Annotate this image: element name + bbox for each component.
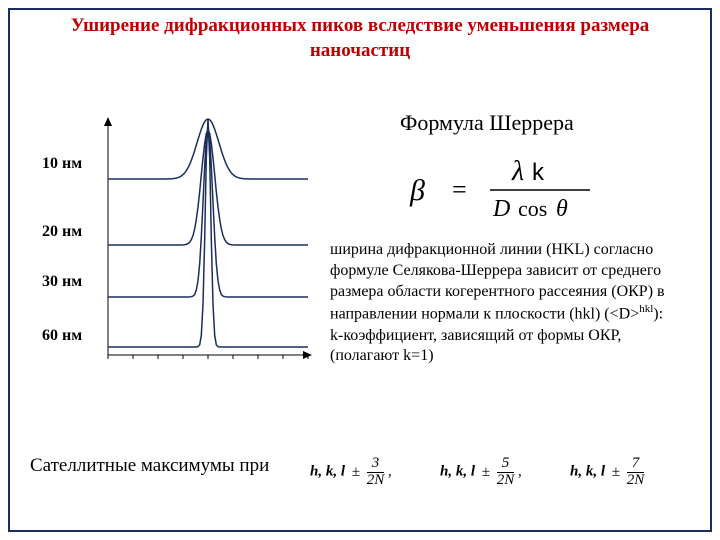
satellite-formulas: h, k, l ± 3 2N , h, k, l ± 5 2N , h, k, …	[310, 448, 710, 498]
scherrer-equation: β = λ k D cos θ	[400, 150, 660, 230]
desc-part1b: ):	[653, 306, 663, 323]
svg-text:β: β	[409, 174, 425, 207]
svg-text:D: D	[492, 196, 510, 222]
term-1: h, k, l ± 3 2N ,	[310, 456, 392, 489]
svg-text:λ: λ	[511, 156, 524, 187]
equation-svg: β = λ k D cos θ	[400, 150, 660, 230]
satellite-label: Сателлитные максимумы при	[30, 455, 269, 477]
desc-part2: k-коэффициент, зависящий от формы ОКР, (…	[330, 327, 621, 365]
formula-heading: Формула Шеррера	[400, 110, 574, 136]
curve-label-30nm: 30 нм	[42, 273, 82, 291]
curve-label-10nm: 10 нм	[42, 155, 82, 173]
curve-label-20nm: 20 нм	[42, 223, 82, 241]
svg-text:cos: cos	[518, 196, 547, 221]
desc-sup: hkl	[639, 303, 653, 315]
diffraction-peaks-chart: 10 нм 20 нм 30 нм 60 нм	[30, 115, 320, 415]
desc-part1: ширина дифракционной линии (HKL) согласн…	[330, 241, 665, 323]
term-2: h, k, l ± 5 2N ,	[440, 456, 522, 489]
description-text: ширина дифракционной линии (HKL) согласн…	[330, 240, 690, 367]
curve-label-60nm: 60 нм	[42, 327, 82, 345]
svg-text:θ: θ	[556, 196, 568, 222]
svg-text:k: k	[532, 159, 545, 186]
term-3: h, k, l ± 7 2N	[570, 456, 644, 489]
svg-text:=: =	[452, 175, 467, 204]
